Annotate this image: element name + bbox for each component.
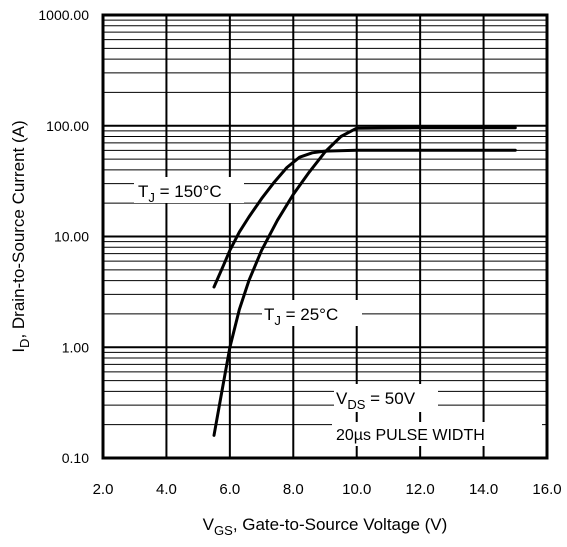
annotation-pulse-width: 20µs PULSE WIDTH [336,427,485,444]
series-label-tj-150c-sub: J [148,190,155,205]
annotation-pulse-width-main: 20µs PULSE WIDTH [336,427,485,444]
series-label-tj-25c-bg [262,300,362,326]
x-axis-label: VGS, Gate-to-Source Voltage (V) [203,515,448,538]
y-tick-label: 100.00 [46,118,89,134]
y-tick-label: 1000.00 [38,7,89,23]
x-axis-label-sub: GS [214,523,233,538]
tick-layer: 2.0 4.0 6.0 8.0 10.0 12.0 14.0 16.0 0.10 1.00 10.0… [38,7,561,498]
series-label-tj-25c-main: T [264,305,274,324]
series-label-tj-150c: TJ = 150°C [138,182,222,205]
series-layer [212,126,517,437]
x-axis-label-rest: , Gate-to-Source Voltage (V) [233,515,448,534]
y-tick-label: 10.00 [54,229,89,245]
y-axis-label: ID, Drain-to-Source Current (A) [9,120,32,352]
x-tick-label: 6.0 [219,481,240,498]
annotation-vds-rest: = 50V [365,389,415,408]
grid-layer [103,15,547,458]
x-tick-label: 10.0 [342,481,371,498]
series-label-tj-25c: TJ = 25°C [264,305,338,328]
series-label-tj-150c-main: T [138,182,148,201]
series-tj-25c-line [212,126,517,437]
annotation-vds: VDS = 50V [336,389,416,412]
y-axis-label-main: I [9,348,28,353]
y-axis-label-sub: D [17,339,32,348]
annotation-pulse-width-bg [332,422,542,446]
y-tick-label: 0.10 [62,450,89,466]
x-tick-label: 16.0 [532,481,561,498]
y-axis-label-rest: , Drain-to-Source Current (A) [9,120,28,338]
y-tick-label: 1.00 [62,339,89,355]
x-tick-label: 2.0 [93,481,114,498]
series-label-tj-25c-rest: = 25°C [281,305,338,324]
series-label-tj-150c-bg [134,177,244,203]
annotation-vds-main: V [336,389,348,408]
x-tick-label: 14.0 [469,481,498,498]
series-label-tj-150c-rest: = 150°C [155,182,222,201]
x-axis-label-main: V [203,515,215,534]
x-tick-label: 12.0 [406,481,435,498]
x-tick-label: 8.0 [283,481,304,498]
series-label-tj-25c-sub: J [274,313,281,328]
x-tick-label: 4.0 [156,481,177,498]
series-tj-150c-line [212,148,517,289]
annotation-vds-sub: DS [347,397,365,412]
annotation-vds-bg [334,384,438,412]
plot-frame [101,13,549,460]
